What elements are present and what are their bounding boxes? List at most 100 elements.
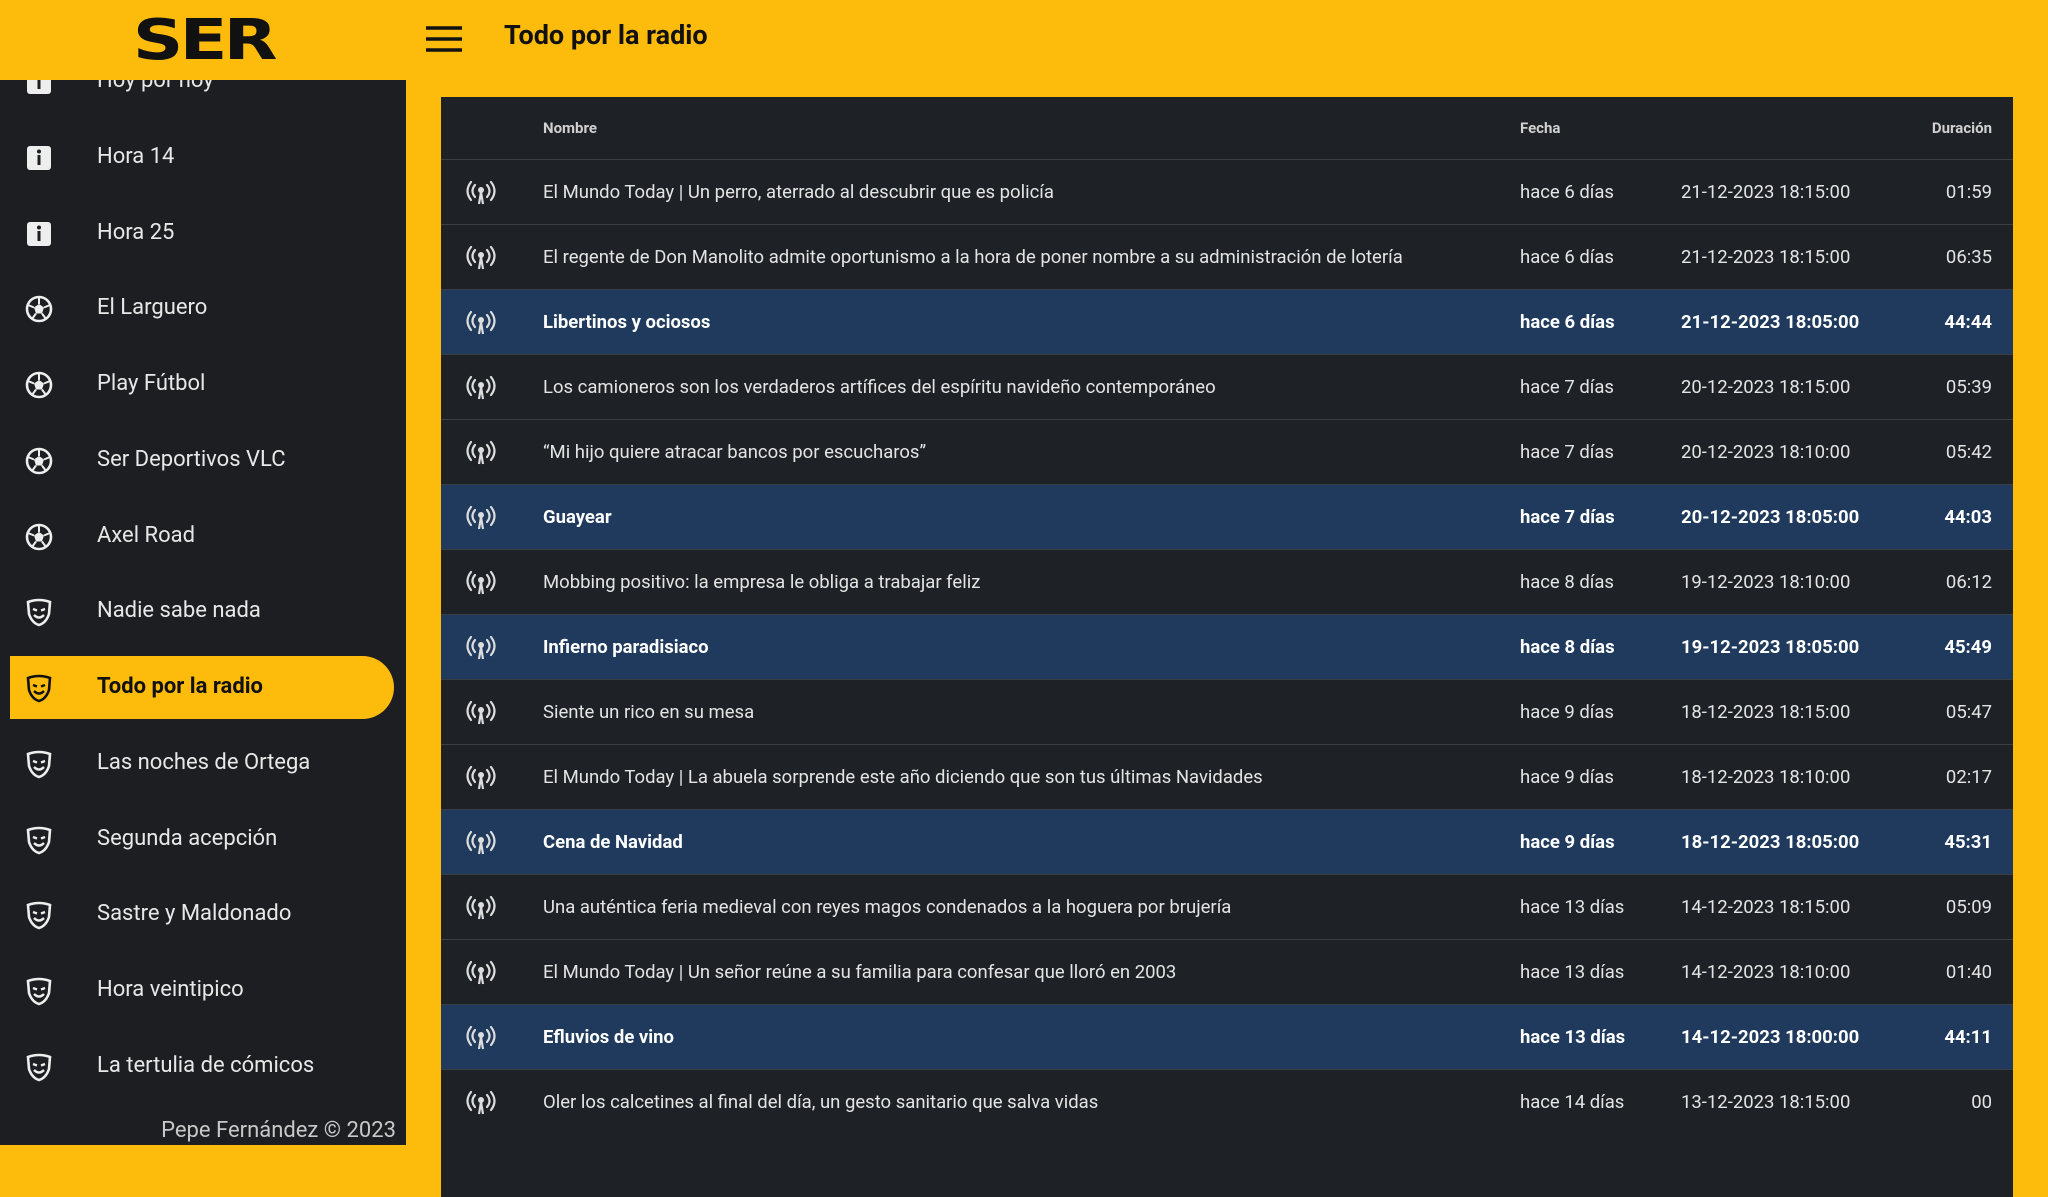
nav-label: Nadie sabe nada: [97, 598, 261, 624]
radio-icon: [466, 1090, 496, 1115]
nav-item[interactable]: Hora veintipico: [10, 959, 394, 1022]
nav-item[interactable]: Axel Road: [10, 505, 394, 568]
duration: 45:49: [1944, 636, 1992, 658]
logo-bar: SER: [0, 0, 406, 80]
duration: 01:40: [1945, 961, 1992, 983]
episode-row[interactable]: Mobbing positivo: la empresa le obliga a…: [441, 549, 2013, 614]
column-header: Nombre: [543, 119, 597, 137]
column-header: Duración: [1931, 119, 1992, 137]
episode-row[interactable]: El Mundo Today | Un señor reúne a su fam…: [441, 939, 2013, 1004]
date: 21-12-2023 18:15:00: [1681, 246, 1851, 268]
date: 14-12-2023 18:00:00: [1681, 1026, 1860, 1048]
relative-date: hace 6 días: [1520, 311, 1615, 333]
nav-item[interactable]: Play Fútbol: [10, 353, 394, 416]
episode-row[interactable]: El Mundo Today | Un perro, aterrado al d…: [441, 159, 2013, 224]
nav-label: Axel Road: [97, 522, 196, 548]
date: 20-12-2023 18:15:00: [1681, 376, 1851, 398]
episode-name: El Mundo Today | Un perro, aterrado al d…: [543, 181, 1054, 203]
radio-icon: [466, 440, 496, 465]
radio-icon: [466, 505, 496, 530]
page-title: Todo por la radio: [504, 19, 708, 51]
nav-icon: [26, 598, 52, 627]
nav-item[interactable]: La tertulia de cómicos: [10, 1035, 394, 1098]
nav-label: Todo por la radio: [97, 674, 263, 699]
radio-icon: [466, 765, 496, 790]
duration: 06:12: [1945, 571, 1992, 593]
nav-icon: [26, 674, 52, 703]
episode-row[interactable]: Los camioneros son los verdaderos artífi…: [441, 354, 2013, 419]
nav-item[interactable]: Hora 25: [10, 202, 394, 265]
episode-name: Infierno paradisiaco: [543, 636, 709, 658]
relative-date: hace 8 días: [1520, 636, 1615, 658]
date: 18-12-2023 18:05:00: [1681, 831, 1860, 853]
nav-item[interactable]: Todo por la radio: [10, 656, 394, 719]
radio-icon: [466, 960, 496, 985]
episode-name: Guayear: [543, 506, 612, 528]
duration: 06:35: [1945, 246, 1992, 268]
nav-item[interactable]: Las noches de Ortega: [10, 732, 394, 795]
date: 20-12-2023 18:10:00: [1681, 441, 1851, 463]
radio-icon: [466, 895, 496, 920]
relative-date: hace 7 días: [1520, 506, 1615, 528]
radio-icon: [466, 180, 496, 205]
episode-name: Efluvios de vino: [543, 1026, 674, 1048]
episode-name: Mobbing positivo: la empresa le obliga a…: [543, 571, 981, 593]
nav-item[interactable]: Hora 14: [10, 126, 394, 189]
duration: 05:09: [1945, 896, 1992, 918]
nav-icon: [26, 1053, 52, 1082]
nav-label: Sastre y Maldonado: [97, 901, 292, 927]
episode-row[interactable]: Infierno paradisiaco hace 8 días 19-12-202…: [441, 614, 2013, 679]
radio-icon: [466, 700, 496, 725]
radio-icon: [466, 375, 496, 400]
nav-item[interactable]: Segunda acepción: [10, 808, 394, 871]
menu-button[interactable]: [424, 24, 464, 54]
nav-item[interactable]: Ser Deportivos VLC: [10, 429, 394, 492]
episode-row[interactable]: El regente de Don Manolito admite oportu…: [441, 224, 2013, 289]
relative-date: hace 6 días: [1520, 246, 1614, 268]
episode-row[interactable]: Oler los calcetines al final del día, un…: [441, 1069, 2013, 1134]
duration: 05:42: [1945, 441, 1992, 463]
nav-icon: [26, 901, 52, 930]
episode-row[interactable]: Guayear hace 7 días 20-12-2023 18:05:00 44:…: [441, 484, 2013, 549]
relative-date: hace 9 días: [1520, 701, 1614, 723]
episode-row[interactable]: Efluvios de vino hace 13 días 14-12-2023 1…: [441, 1004, 2013, 1069]
duration: 45:31: [1944, 831, 1992, 853]
episode-row[interactable]: Cena de Navidad hace 9 días 18-12-2023 18:…: [441, 809, 2013, 874]
nav-icon: [26, 977, 52, 1006]
nav-item[interactable]: El Larguero: [10, 277, 394, 340]
episode-row[interactable]: El Mundo Today | La abuela sorprende est…: [441, 744, 2013, 809]
relative-date: hace 9 días: [1520, 831, 1615, 853]
date: 19-12-2023 18:10:00: [1681, 571, 1851, 593]
nav-label: Ser Deportivos VLC: [97, 446, 286, 472]
episode-name: El Mundo Today | Un señor reúne a su fam…: [543, 961, 1177, 983]
radio-icon: [466, 310, 496, 335]
relative-date: hace 6 días: [1520, 181, 1614, 203]
episode-row[interactable]: Libertinos y ociosos hace 6 días 21-12-202…: [441, 289, 2013, 354]
logo[interactable]: SER: [132, 7, 278, 73]
footer: Pepe Fernández © 2023: [161, 1118, 396, 1143]
relative-date: hace 13 días: [1520, 896, 1625, 918]
episode-name: Oler los calcetines al final del día, un…: [543, 1091, 1099, 1113]
duration: 44:11: [1944, 1026, 1992, 1048]
duration: 44:03: [1944, 506, 1992, 528]
relative-date: hace 13 días: [1520, 961, 1625, 983]
episode-row[interactable]: “Mi hijo quiere atracar bancos por escuc…: [441, 419, 2013, 484]
date: 20-12-2023 18:05:00: [1681, 506, 1860, 528]
episode-row[interactable]: Siente un rico en su mesa hace 9 días 18-1…: [441, 679, 2013, 744]
nav-item[interactable]: Sastre y Maldonado: [10, 883, 394, 946]
nav-icon: [26, 750, 52, 779]
nav-icon: [25, 371, 53, 399]
date: 14-12-2023 18:15:00: [1681, 896, 1851, 918]
date: 21-12-2023 18:05:00: [1681, 311, 1860, 333]
duration: 05:39: [1945, 376, 1992, 398]
duration: 01:59: [1945, 181, 1992, 203]
nav-label: Las noches de Ortega: [97, 749, 311, 775]
episode-name: El Mundo Today | La abuela sorprende est…: [543, 766, 1263, 788]
nav-label: Hora 14: [97, 143, 175, 169]
nav-item[interactable]: Nadie sabe nada: [10, 580, 394, 643]
episode-name: “Mi hijo quiere atracar bancos por escuc…: [543, 441, 927, 463]
episode-row[interactable]: Una auténtica feria medieval con reyes m…: [441, 874, 2013, 939]
relative-date: hace 7 días: [1520, 441, 1614, 463]
date: 18-12-2023 18:10:00: [1681, 766, 1851, 788]
